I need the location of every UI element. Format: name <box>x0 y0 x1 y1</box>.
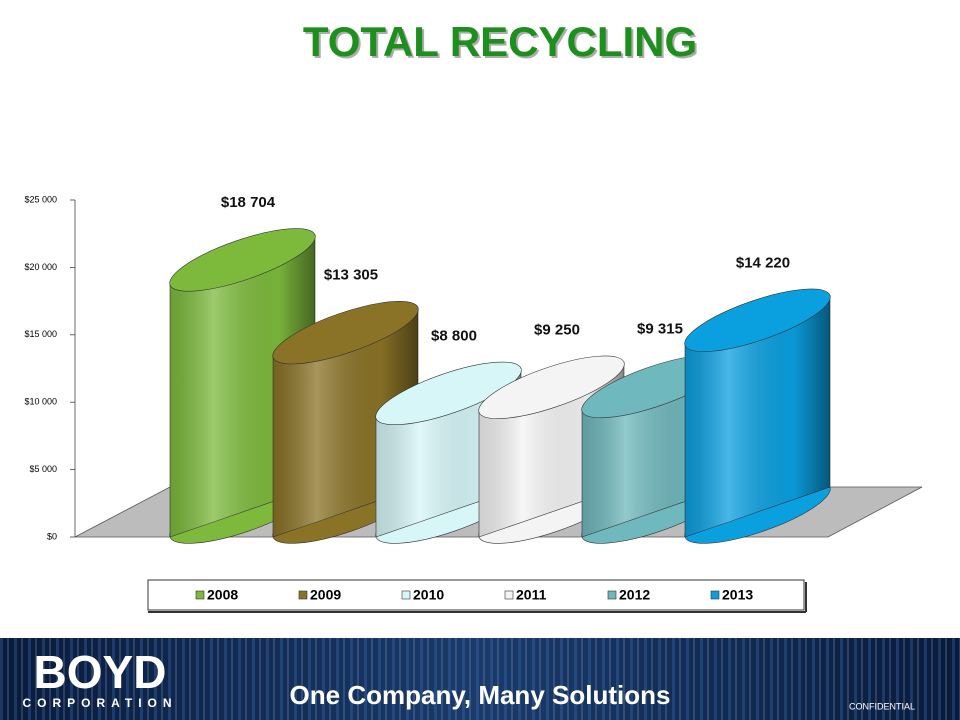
legend-swatch <box>607 590 617 600</box>
legend-label: 2013 <box>722 587 753 603</box>
bar-top <box>169 228 316 292</box>
bar-top <box>478 355 625 419</box>
logo-sub: CORPORATION <box>22 696 177 710</box>
value-label: $8 800 <box>431 327 477 344</box>
y-tick-label: $20 000 <box>24 262 57 272</box>
legend-label: 2008 <box>207 587 238 603</box>
footer-stripes <box>0 638 960 720</box>
legend-label: 2010 <box>413 587 444 603</box>
y-tick-label: $5 000 <box>29 464 57 474</box>
value-label: $9 250 <box>534 321 580 338</box>
y-tick-label: $15 000 <box>24 329 57 339</box>
legend-label: 2011 <box>516 587 547 603</box>
confidential: CONFIDENTIAL <box>849 701 915 711</box>
value-label: $13 305 <box>324 267 378 284</box>
value-label: $14 220 <box>736 254 790 271</box>
legend <box>147 579 805 611</box>
y-tick-label: $0 <box>47 531 57 541</box>
legend-swatch <box>401 590 411 600</box>
title-shadow: TOTAL RECYCLING <box>305 20 699 67</box>
legend-label: 2012 <box>619 587 650 603</box>
y-tick-label: $10 000 <box>24 397 57 407</box>
bar-top <box>684 288 831 352</box>
legend-swatch <box>710 590 720 600</box>
y-tick-label: $25 000 <box>24 194 57 204</box>
legend-label: 2009 <box>310 587 341 603</box>
bar-top <box>272 301 419 365</box>
value-label: $9 315 <box>637 320 683 337</box>
legend-swatch <box>504 590 514 600</box>
logo: BOYD <box>34 646 167 698</box>
legend-swatch <box>298 590 308 600</box>
chart-title: TOTAL RECYCLING <box>303 18 697 65</box>
value-label: $18 704 <box>221 194 276 211</box>
legend-swatch <box>195 590 205 600</box>
bar-top <box>375 361 522 426</box>
slogan: One Company, Many Solutions <box>290 680 671 710</box>
bar-shade <box>685 295 830 537</box>
